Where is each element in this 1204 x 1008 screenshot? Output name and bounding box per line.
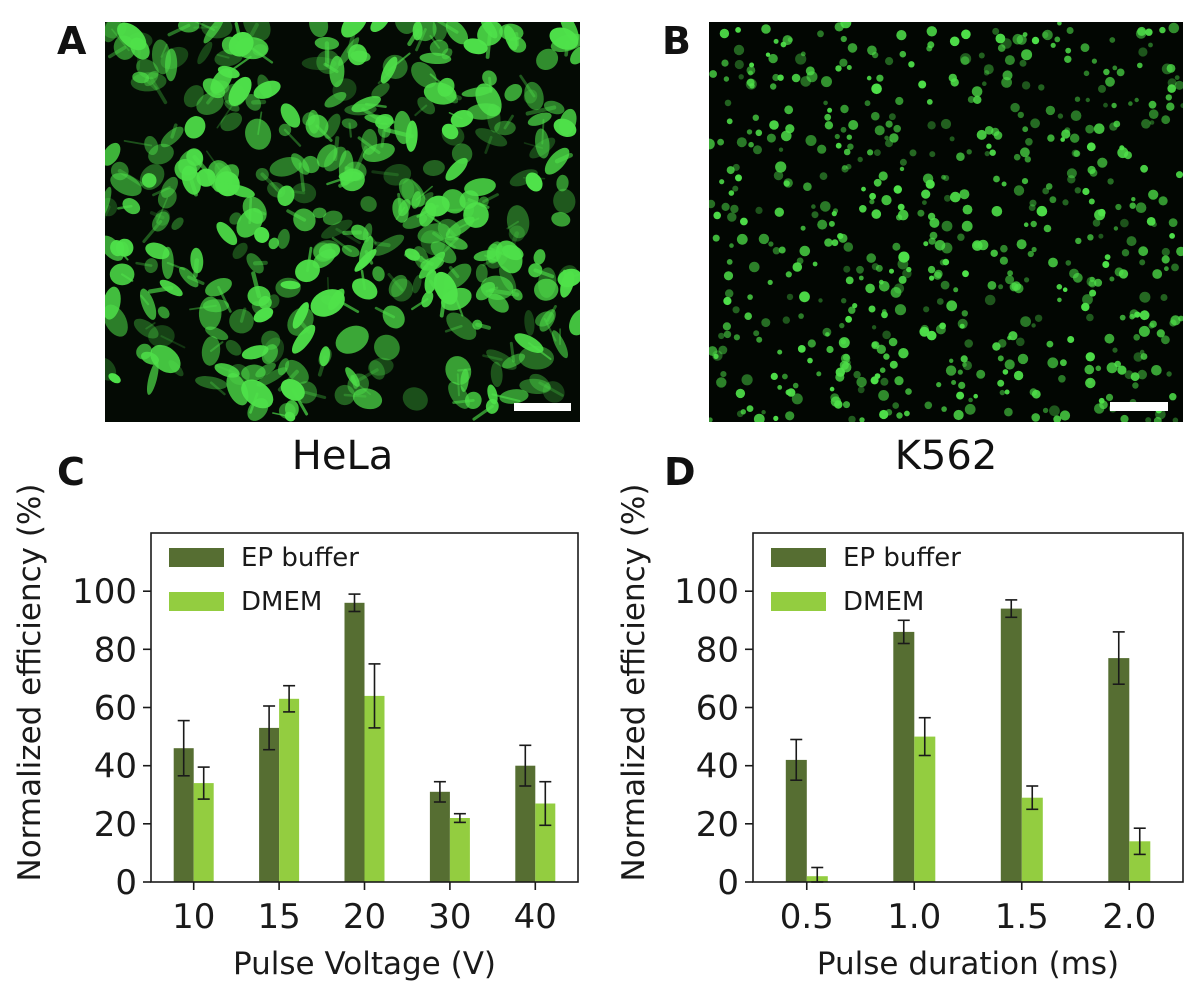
y-tick-label-0: 0 [115, 863, 137, 903]
error-bar-ep-buffer-40 [519, 744, 532, 787]
error-bar-dmem-2.0 [1133, 827, 1146, 856]
bar-ep-buffer-1.0 [893, 631, 915, 882]
error-bar-dmem-40 [539, 780, 552, 827]
chart-c: 10 15 20 30 40 0 20 40 60 80 100 Pulse Voltage (V) N… [0, 480, 602, 1008]
x-tick-label-0.5: 0.5 [780, 897, 834, 937]
error-bar-ep-buffer-10 [177, 719, 190, 777]
x-tick-label-10: 10 [172, 897, 215, 937]
micrograph-hela [105, 22, 580, 422]
bar-dmem-1.5 [1021, 797, 1043, 882]
bar-dmem-30 [449, 818, 470, 882]
error-bar-ep-buffer-1.0 [897, 619, 910, 645]
error-bar-ep-buffer-1.5 [1005, 599, 1018, 619]
bar-ep-buffer-15 [259, 727, 280, 882]
y-tick-label-100: 100 [674, 572, 739, 612]
error-bar-dmem-10 [197, 766, 210, 800]
bar-ep-buffer-0.5 [785, 759, 807, 882]
x-tick-label-2.0: 2.0 [1102, 897, 1156, 937]
y-axis-label: Normalized efficiency (%) [12, 484, 48, 882]
bar-ep-buffer-40 [515, 765, 536, 882]
x-tick-label-20: 20 [343, 897, 386, 937]
caption-k562: K562 [894, 433, 998, 479]
bar-dmem-1.0 [914, 736, 936, 882]
chart-c-svg: 10 15 20 30 40 0 20 40 60 80 100 Pulse Voltage (V) N… [12, 484, 579, 982]
legend: EP buffer DMEM [169, 543, 359, 617]
bar-dmem-40 [535, 803, 556, 882]
error-bar-dmem-30 [453, 812, 466, 824]
y-tick-label-60: 60 [696, 689, 739, 729]
bar-ep-buffer-1.5 [1000, 608, 1022, 882]
error-bar-ep-buffer-30 [433, 780, 446, 803]
error-bar-ep-buffer-15 [263, 705, 276, 751]
plot-frame [752, 532, 1184, 883]
micrograph-hela-image [105, 22, 580, 422]
error-bar-ep-buffer-2.0 [1112, 631, 1125, 685]
plot-frame [150, 532, 579, 883]
legend: EP buffer DMEM [771, 543, 961, 617]
legend-label-ep-buffer: EP buffer [843, 543, 961, 573]
error-bar-dmem-1.5 [1026, 785, 1039, 811]
legend-swatch-ep-buffer [169, 548, 224, 567]
bar-ep-buffer-2.0 [1108, 658, 1130, 882]
x-tick-label-30: 30 [428, 897, 471, 937]
y-tick-label-80: 80 [94, 630, 137, 670]
panel-letter-b: B [662, 19, 691, 63]
bar-ep-buffer-30 [429, 791, 450, 882]
y-tick-label-40: 40 [696, 747, 739, 787]
y-tick-label-60: 60 [94, 689, 137, 729]
micrograph-k562-image [709, 22, 1183, 422]
legend-label-dmem: DMEM [241, 587, 322, 617]
x-axis-label: Pulse Voltage (V) [233, 946, 496, 982]
legend-swatch-dmem [169, 592, 224, 611]
bar-dmem-2.0 [1129, 841, 1151, 882]
scale-bar-hela [514, 403, 571, 411]
x-tick-label-1.0: 1.0 [887, 897, 941, 937]
y-axis-label: Normalized efficiency (%) [616, 484, 652, 882]
error-bar-ep-buffer-0.5 [790, 738, 803, 782]
x-axis-label: Pulse duration (ms) [817, 946, 1119, 982]
error-bar-dmem-20 [368, 663, 381, 729]
y-tick-label-20: 20 [696, 805, 739, 845]
bar-dmem-10 [193, 783, 214, 882]
chart-d: 0.5 1.0 1.5 2.0 0 20 40 60 80 100 Pulse duration (… [602, 480, 1204, 1008]
scale-bar-k562 [1110, 402, 1168, 411]
y-tick-label-40: 40 [94, 747, 137, 787]
legend-label-dmem: DMEM [843, 587, 924, 617]
legend-swatch-dmem [771, 592, 826, 611]
micrograph-k562 [709, 22, 1183, 422]
x-tick-label-1.5: 1.5 [995, 897, 1049, 937]
legend-swatch-ep-buffer [771, 548, 826, 567]
y-tick-label-20: 20 [94, 805, 137, 845]
panel-letter-c: C [57, 450, 85, 494]
bar-ep-buffer-20 [344, 602, 365, 882]
bar-dmem-20 [364, 695, 385, 882]
bar-dmem-15 [279, 698, 300, 882]
error-bar-ep-buffer-20 [348, 593, 361, 613]
chart-d-svg: 0.5 1.0 1.5 2.0 0 20 40 60 80 100 Pulse duration (… [616, 484, 1184, 982]
panel-letter-d: D [664, 450, 696, 494]
y-tick-label-0: 0 [717, 863, 739, 903]
y-tick-label-100: 100 [72, 572, 137, 612]
panel-letter-a: A [57, 19, 87, 63]
error-bar-dmem-15 [283, 684, 296, 713]
y-tick-label-80: 80 [696, 630, 739, 670]
legend-label-ep-buffer: EP buffer [241, 543, 359, 573]
x-tick-label-40: 40 [514, 897, 557, 937]
x-tick-label-15: 15 [257, 897, 300, 937]
caption-hela: HeLa [291, 433, 394, 479]
bar-ep-buffer-10 [173, 748, 194, 882]
error-bar-dmem-1.0 [918, 716, 931, 757]
